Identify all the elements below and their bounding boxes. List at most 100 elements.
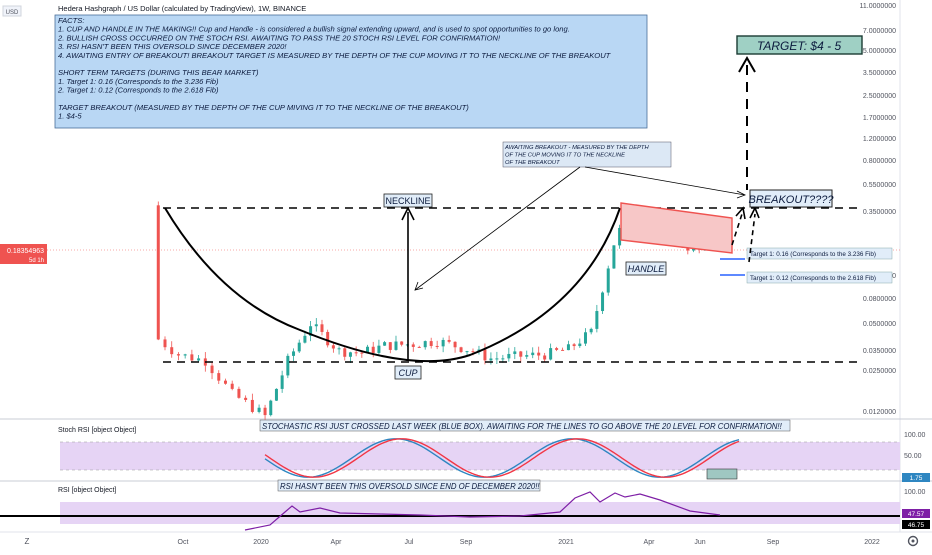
price-tick: 0.0350000 [863, 348, 896, 355]
facts-background [54, 14, 648, 129]
price-tick: 5.0000000 [863, 48, 896, 55]
rsi-panel-label: RSI [object Object] [58, 487, 116, 494]
candle-body [176, 354, 180, 356]
candle-body [441, 339, 445, 347]
time-tick: 2020 [253, 539, 269, 546]
cup-label-box [394, 365, 422, 380]
time-tick: Oct [178, 539, 189, 546]
candle-body [394, 341, 398, 350]
candle-body [537, 352, 541, 356]
stoch-last-value: 1.75 [910, 475, 923, 482]
breakout-dash-arrow-2 [748, 213, 756, 263]
neckline-label-box [383, 193, 433, 208]
candle-body [465, 351, 469, 353]
time-tick: Jul [405, 539, 414, 546]
candle-body [377, 345, 381, 353]
gear-icon[interactable] [907, 535, 919, 547]
candle-body [197, 358, 201, 361]
rsi-line [244, 491, 721, 531]
stoch-last-badge [902, 473, 930, 482]
candle-body [320, 324, 324, 332]
current-price-value: 0.18354963 [7, 248, 44, 255]
candle-body [343, 348, 347, 357]
candle-body [549, 348, 553, 360]
awaiting-arrowhead-2 [736, 190, 746, 199]
target-box-label: TARGET: $4 - 5 [757, 39, 842, 53]
candle-body [163, 339, 167, 348]
candle-body [618, 227, 622, 246]
candle-body [190, 354, 194, 361]
candle-body [595, 311, 599, 329]
depth-arrowhead [401, 206, 415, 221]
rsi-value: 47.57 [908, 511, 925, 518]
price-tick: 0.0250000 [863, 368, 896, 375]
candle-body [244, 397, 248, 400]
price-tick: 0.3500000 [863, 209, 896, 216]
candle-body [348, 352, 352, 357]
target2-label: Target 1: 0.12 (Corresponds to the 2.618… [750, 275, 876, 282]
awaiting-box [502, 141, 672, 168]
candle-body [435, 345, 439, 347]
facts-line: 2. Target 1: 0.12 (Corresponds to the 2.… [57, 86, 219, 95]
price-tick: 0.0500000 [863, 321, 896, 328]
candle-body [501, 358, 505, 360]
stoch-tick: 50.00 [904, 453, 922, 460]
candle-body [297, 342, 301, 352]
candle-body [257, 407, 261, 412]
facts-line: 1. Target 1: 0.16 (Corresponds to the 3.… [58, 77, 219, 86]
cup-label: CUP [398, 368, 417, 378]
handle-channel [620, 202, 733, 254]
breakout-label-box [749, 189, 833, 208]
neckline-label: NECKLINE [385, 196, 430, 206]
stoch-blue-box [706, 468, 738, 480]
price-tick: 1.2000000 [863, 136, 896, 143]
time-tick: 2022 [864, 539, 880, 546]
price-tick: 2.5000000 [863, 93, 896, 100]
breakout-arrowhead [738, 55, 756, 73]
candle-body [606, 268, 610, 293]
target1-label: Target 1: 0.16 (Corresponds to the 3.236… [750, 251, 876, 258]
stoch-panel-label: Stoch RSI [object Object] [58, 427, 136, 434]
facts-line: 4. AWAITING ENTRY OF BREAKOUT! BREAKOUT … [58, 51, 612, 60]
time-tick: Apr [644, 539, 656, 546]
stoch-note-box [259, 419, 791, 432]
breakout-dash-head-2 [749, 206, 760, 219]
candle-body [572, 344, 576, 347]
candle-body [292, 351, 296, 356]
candle-body [417, 346, 421, 348]
candle-body [411, 344, 415, 347]
facts-line: FACTS: [58, 16, 84, 25]
facts-line: 2. BULLISH CROSS OCCURRED ON THE STOCH R… [57, 33, 501, 42]
breakout-dash-head [735, 206, 746, 220]
candle-body [183, 354, 187, 356]
currency-badge[interactable] [2, 5, 22, 17]
facts-box: FACTS:1. CUP AND HANDLE IN THE MAKING!! … [54, 14, 648, 129]
chart-title: Hedera Hashgraph / US Dollar (calculated… [58, 4, 306, 13]
candle-body [337, 348, 341, 350]
time-zone-icon: Z [25, 537, 30, 546]
candle-body [453, 341, 457, 348]
candle-body [400, 341, 404, 345]
handle-label: HANDLE [628, 264, 666, 274]
price-tick: 3.5000000 [863, 70, 896, 77]
price-tick: 0.8000000 [863, 158, 896, 165]
candle-body [371, 346, 375, 353]
candle-body [210, 365, 214, 374]
candle-body [217, 373, 221, 381]
candle-body [555, 348, 559, 350]
target2-box [746, 271, 893, 284]
candle-body [495, 358, 499, 360]
target-box [736, 35, 863, 55]
candle-body [366, 346, 370, 353]
candle-body [578, 343, 582, 347]
candle-body [543, 355, 547, 360]
candle-body [331, 345, 335, 349]
rsi-band [60, 502, 900, 524]
candle-body [250, 399, 254, 412]
candle-body [263, 407, 267, 416]
candle-body [230, 383, 234, 389]
stoch-note: STOCHASTIC RSI JUST CROSSED LAST WEEK (B… [262, 422, 783, 431]
candle-body [423, 341, 427, 348]
candle-body [561, 349, 565, 351]
